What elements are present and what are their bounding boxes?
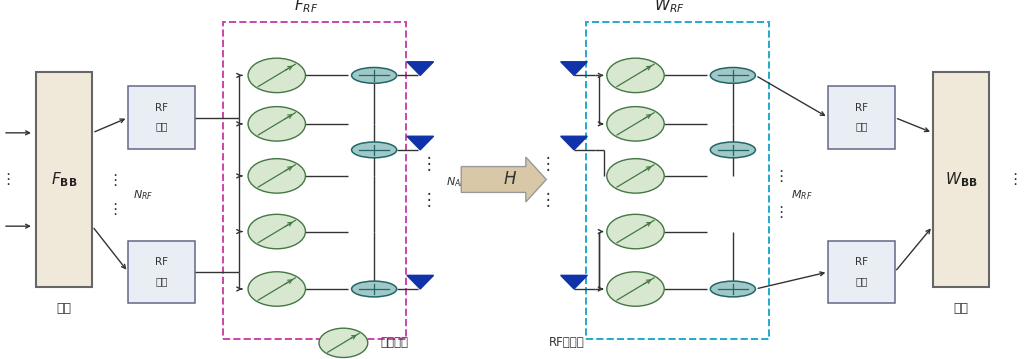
- Text: RF: RF: [155, 257, 168, 267]
- Text: RF: RF: [855, 257, 868, 267]
- Ellipse shape: [248, 214, 305, 249]
- Text: ⋮: ⋮: [108, 173, 123, 188]
- Bar: [828, 86, 895, 149]
- Text: ⋮: ⋮: [1, 172, 15, 187]
- Polygon shape: [407, 275, 434, 289]
- Text: ⋮: ⋮: [540, 155, 557, 173]
- Text: 用户: 用户: [953, 302, 969, 315]
- Text: ⋮: ⋮: [420, 155, 437, 173]
- Text: ⋮: ⋮: [540, 191, 557, 209]
- Circle shape: [710, 281, 755, 297]
- Text: $\mathbf{\mathit{W}}_{\mathbf{BB}}$: $\mathbf{\mathit{W}}_{\mathbf{BB}}$: [945, 170, 977, 189]
- Circle shape: [352, 67, 397, 83]
- Text: 基站: 基站: [56, 302, 72, 315]
- Text: RF: RF: [855, 103, 868, 112]
- Ellipse shape: [248, 272, 305, 306]
- Text: $M_{ANT}$: $M_{ANT}$: [515, 175, 542, 189]
- Text: ⋮: ⋮: [1008, 172, 1022, 187]
- Text: $N_s$: $N_s$: [0, 168, 1, 183]
- Polygon shape: [561, 136, 587, 150]
- Text: ⋮: ⋮: [108, 202, 123, 216]
- Ellipse shape: [248, 58, 305, 93]
- Ellipse shape: [607, 272, 664, 306]
- Text: RF：射频: RF：射频: [548, 336, 584, 349]
- Bar: [586, 22, 769, 339]
- Ellipse shape: [607, 159, 664, 193]
- Circle shape: [352, 142, 397, 158]
- Text: $\mathbf{\mathit{F}}_{\mathbf{BB}}$: $\mathbf{\mathit{F}}_{\mathbf{BB}}$: [51, 170, 77, 189]
- Text: $M_{RF}$: $M_{RF}$: [791, 188, 813, 202]
- Ellipse shape: [248, 159, 305, 193]
- Ellipse shape: [607, 214, 664, 249]
- Bar: [128, 241, 195, 303]
- Text: 链路: 链路: [855, 122, 868, 131]
- Text: ：相移器: ：相移器: [380, 336, 408, 349]
- Text: RF: RF: [155, 103, 168, 112]
- Text: $N_{RF}$: $N_{RF}$: [133, 188, 153, 202]
- Text: ⋮: ⋮: [420, 191, 437, 209]
- Polygon shape: [561, 275, 587, 289]
- Text: 链路: 链路: [155, 276, 168, 286]
- Text: 链路: 链路: [855, 276, 868, 286]
- Ellipse shape: [319, 328, 368, 358]
- Text: $\mathbf{\mathit{W}}_{RF}$: $\mathbf{\mathit{W}}_{RF}$: [654, 0, 685, 15]
- FancyArrow shape: [461, 157, 546, 202]
- Polygon shape: [561, 62, 587, 75]
- Bar: [828, 241, 895, 303]
- Text: ⋮: ⋮: [270, 170, 284, 185]
- Bar: [223, 22, 406, 339]
- Text: ⋮: ⋮: [628, 170, 643, 185]
- Circle shape: [710, 67, 755, 83]
- Text: ⋮: ⋮: [773, 169, 788, 184]
- Text: $N_{ANT}$: $N_{ANT}$: [446, 175, 473, 189]
- Polygon shape: [407, 136, 434, 150]
- Bar: [36, 72, 92, 287]
- Circle shape: [710, 142, 755, 158]
- Ellipse shape: [248, 107, 305, 141]
- Text: $\mathbf{\mathit{F}}_{RF}$: $\mathbf{\mathit{F}}_{RF}$: [294, 0, 319, 15]
- Ellipse shape: [607, 107, 664, 141]
- Circle shape: [352, 281, 397, 297]
- Bar: [933, 72, 989, 287]
- Text: ⋮: ⋮: [773, 205, 788, 220]
- Text: $\mathbf{\mathit{H}}$: $\mathbf{\mathit{H}}$: [503, 171, 517, 188]
- Text: 链路: 链路: [155, 122, 168, 131]
- Bar: [128, 86, 195, 149]
- Polygon shape: [407, 62, 434, 75]
- Ellipse shape: [607, 58, 664, 93]
